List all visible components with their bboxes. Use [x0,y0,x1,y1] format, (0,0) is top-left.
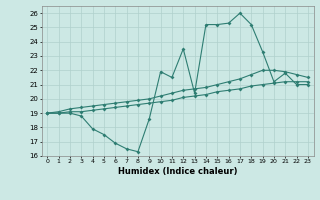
X-axis label: Humidex (Indice chaleur): Humidex (Indice chaleur) [118,167,237,176]
